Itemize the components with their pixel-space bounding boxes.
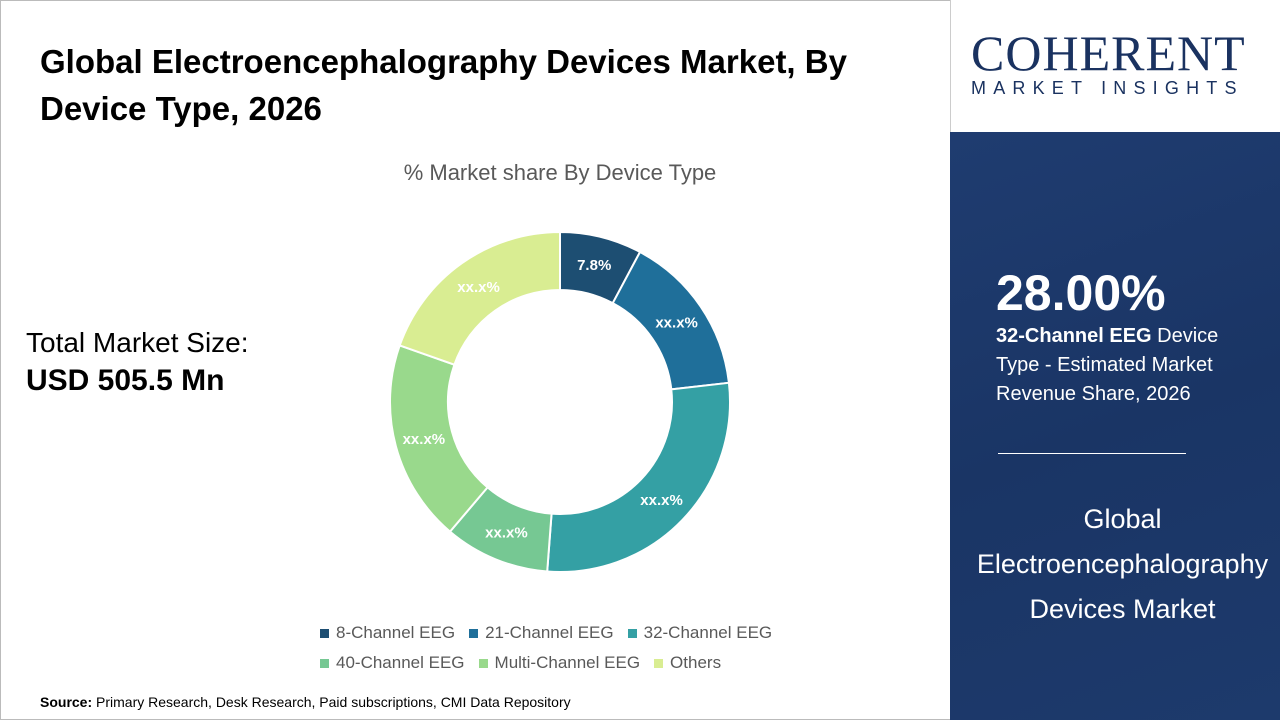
legend-label: Others [670, 653, 722, 672]
source-note: Source: Primary Research, Desk Research,… [40, 694, 571, 710]
legend-label: Multi-Channel EEG [494, 653, 641, 672]
legend-swatch [469, 628, 479, 638]
donut-slice-32-channel-eeg [546, 381, 731, 573]
legend-label: 8-Channel EEG [336, 623, 456, 642]
data-label: xx.x% [485, 524, 528, 541]
divider [998, 453, 1186, 454]
data-label: xx.x% [640, 492, 683, 509]
legend-item: 8-Channel EEG [320, 623, 455, 643]
page-title: Global Electroencephalography Devices Ma… [40, 43, 847, 127]
highlight-desc-text: Device Type - Estimated Market Revenue S… [996, 325, 1219, 405]
legend-item: 40-Channel EEG [320, 653, 465, 673]
legend-item: 21-Channel EEG [469, 623, 614, 643]
logo-tagline: MARKET INSIGHTS [971, 78, 1244, 98]
total-market-label: Total Market Size: [26, 327, 249, 358]
total-market-size: Total Market Size: USD 505.5 Mn [26, 324, 249, 400]
market-name: Global Electroencephalography Devices Ma… [976, 504, 1269, 624]
highlight-segment: 32-Channel EEG [996, 325, 1152, 347]
legend-item: Others [654, 653, 721, 673]
donut-slice-others [398, 230, 561, 366]
legend-swatch [654, 658, 664, 668]
highlight-value: 28.00% [996, 265, 1166, 321]
data-label: xx.x% [403, 431, 446, 448]
source-label: Source: [40, 694, 93, 710]
highlight-panel: 28.00% 32-Channel EEG Device Type - Esti… [950, 132, 1280, 720]
chart-legend: 8-Channel EEG 21-Channel EEG 32-Channel EE… [320, 618, 800, 678]
data-label: xx.x% [457, 279, 500, 296]
legend-label: 21-Channel EEG [485, 623, 614, 642]
source-text: Primary Research, Desk Research, Paid su… [96, 694, 571, 710]
legend-label: 40-Channel EEG [336, 653, 465, 672]
legend-swatch [627, 628, 637, 638]
legend-swatch [320, 628, 329, 638]
highlight-description: 32-Channel EEG Device Type - Estimated M… [996, 322, 1266, 409]
legend-swatch [478, 658, 488, 668]
chart-title: % Market share By Device Type [403, 160, 717, 185]
data-label: 7.8% [577, 257, 611, 274]
company-logo: COHERENT MARKET INSIGHTS [950, 0, 1280, 132]
total-market-value: USD 505.5 Mn [26, 364, 225, 397]
donut-chart: 7.8% xx.x% xx.x% xx.x% xx.x% xx.x% [389, 230, 731, 573]
legend-swatch [320, 658, 329, 668]
logo-wordmark: COHERENT [971, 25, 1246, 81]
data-label: xx.x% [655, 315, 698, 332]
legend-label: 32-Channel EEG [643, 623, 773, 642]
legend-item: Multi-Channel EEG [478, 653, 641, 673]
legend-item: 32-Channel EEG [627, 623, 773, 643]
